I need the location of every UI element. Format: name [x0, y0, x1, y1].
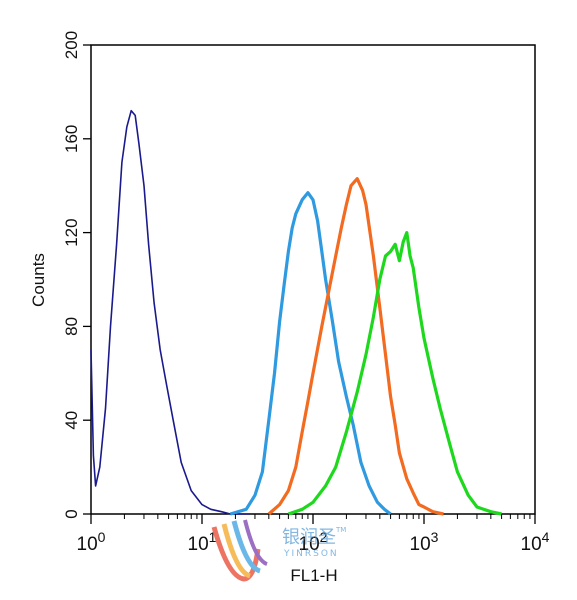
- svg-text:银润圣: 银润圣: [282, 527, 336, 548]
- y-tick-label: 120: [62, 218, 81, 246]
- x-tick-label: 103: [410, 529, 439, 555]
- watermark-logo: 银润圣 TM YINRSON: [211, 519, 346, 582]
- x-tick-label: 101: [188, 529, 217, 555]
- y-tick-label: 200: [62, 31, 81, 59]
- x-axis-label: FL1-H: [290, 566, 337, 585]
- series-line-4: [287, 231, 502, 516]
- svg-text:TM: TM: [335, 526, 346, 534]
- y-tick-label: 80: [62, 317, 81, 336]
- x-tick-label: 100: [77, 529, 106, 555]
- x-axis-ticks: 100 101 102 103 104: [77, 514, 550, 555]
- y-tick-label: 160: [62, 125, 81, 153]
- y-axis-ticks: 0 40 80 120 160 200: [62, 31, 91, 519]
- series-line-1: [90, 109, 250, 515]
- x-tick-label: 102: [299, 529, 328, 555]
- y-tick-label: 40: [62, 411, 81, 430]
- series-layer: [90, 109, 502, 516]
- series-line-2: [229, 191, 392, 516]
- series-line-3: [267, 177, 444, 516]
- x-tick-label: 104: [521, 529, 550, 555]
- y-axis-label: Counts: [29, 253, 48, 307]
- y-tick-label: 0: [62, 509, 81, 518]
- svg-text:YINRSON: YINRSON: [283, 549, 339, 559]
- plot-frame: [90, 44, 536, 515]
